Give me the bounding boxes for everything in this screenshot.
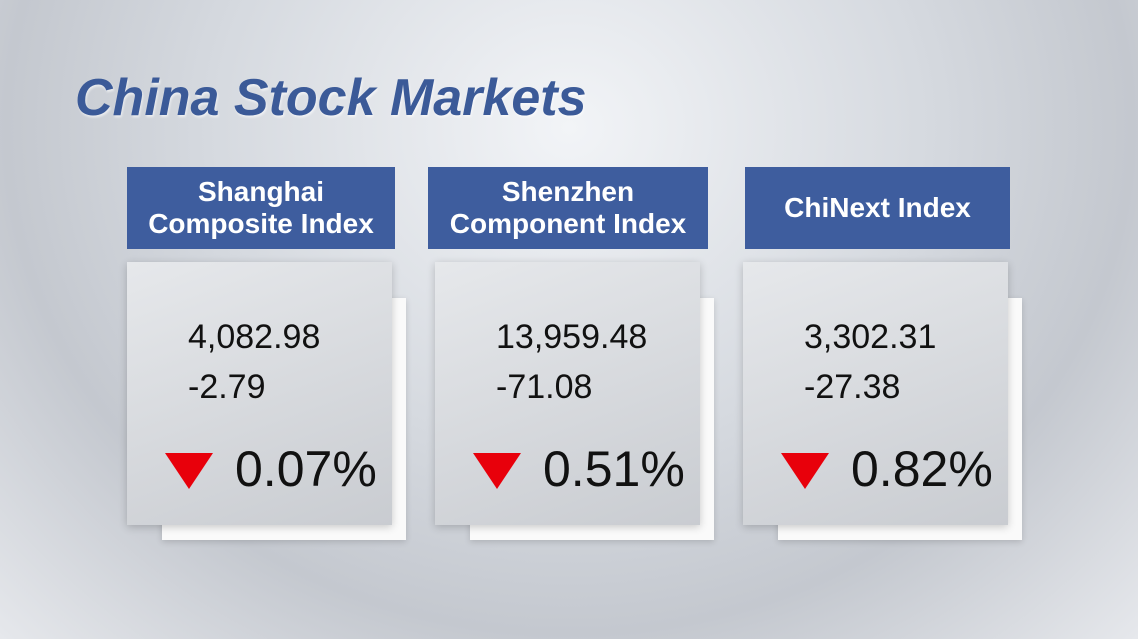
index-value: 3,302.31 bbox=[804, 318, 937, 356]
index-name: Shenzhen bbox=[501, 176, 635, 207]
index-change: -2.79 bbox=[188, 368, 266, 406]
index-card: 4,082.98 -2.79 0.07% bbox=[127, 262, 392, 525]
index-name: Composite Index bbox=[148, 208, 374, 239]
down-triangle bbox=[165, 453, 213, 489]
index-percent: 0.07% bbox=[235, 441, 377, 497]
index-value: 13,959.48 bbox=[496, 318, 648, 356]
index-header: Shenzhen Component Index bbox=[428, 167, 708, 249]
index-header: Shanghai Composite Index bbox=[127, 167, 395, 249]
index-card: 3,302.31 -27.38 0.82% bbox=[743, 262, 1008, 525]
index-change: -27.38 bbox=[804, 368, 901, 406]
title: China Stock Markets bbox=[75, 69, 587, 127]
index-name: Component Index bbox=[449, 208, 687, 239]
down-triangle bbox=[781, 453, 829, 489]
index-name: Shanghai bbox=[197, 176, 324, 207]
down-arrow bbox=[165, 453, 213, 489]
index-card: 13,959.48 -71.08 0.51% bbox=[435, 262, 700, 525]
index-header: ChiNext Index bbox=[745, 167, 1010, 249]
index-name: ChiNext Index bbox=[784, 192, 971, 223]
index-change: -71.08 bbox=[496, 368, 593, 406]
down-arrow bbox=[473, 453, 521, 489]
index-value: 4,082.98 bbox=[188, 318, 321, 356]
down-arrow bbox=[781, 453, 829, 489]
down-triangle bbox=[473, 453, 521, 489]
index-percent: 0.51% bbox=[543, 441, 685, 497]
index-percent: 0.82% bbox=[851, 441, 993, 497]
